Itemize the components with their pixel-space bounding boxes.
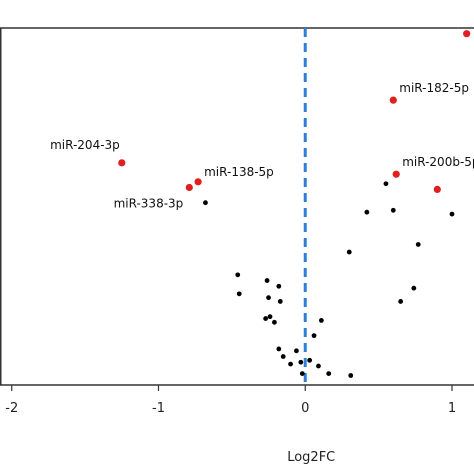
data-point (364, 209, 370, 215)
data-point (266, 295, 271, 301)
data-point (267, 314, 273, 320)
x-tick-label: 1 (448, 401, 456, 416)
highlighted-point (194, 178, 202, 186)
point-label: miR-138-5p (204, 165, 274, 179)
x-tick-label: -1 (152, 401, 165, 416)
data-point (288, 361, 293, 367)
data-point (348, 373, 354, 378)
x-axis: -2 -1 0 1 (5, 385, 456, 416)
x-tick-label: -2 (5, 401, 18, 416)
data-point (449, 211, 455, 217)
data-point (203, 200, 208, 206)
data-point (276, 283, 282, 289)
data-point (280, 354, 286, 359)
data-point (311, 333, 317, 339)
highlighted-point (185, 183, 193, 192)
data-point (390, 207, 396, 213)
data-point (318, 318, 324, 323)
plot-frame (0, 27, 474, 386)
data-point (294, 348, 299, 354)
data-point (277, 299, 283, 304)
data-point (235, 272, 241, 278)
x-axis-title: Log2FC (287, 450, 335, 465)
point-labels: miR-182-5p miR-204-3p miR-138-5p miR-338-3p… (50, 81, 474, 210)
data-point (236, 291, 242, 297)
data-point (415, 242, 421, 247)
point-label: miR-182-5p (399, 81, 469, 95)
data-point (299, 371, 305, 377)
point-label: miR-204-3p (50, 138, 120, 152)
data-points (118, 30, 471, 378)
data-point (263, 316, 269, 321)
highlighted-point (118, 159, 126, 167)
data-point (383, 181, 389, 187)
data-point (264, 278, 270, 283)
data-point (346, 249, 352, 255)
highlighted-point (392, 170, 400, 178)
point-label: miR-200b-5p (402, 155, 474, 169)
data-point (272, 319, 277, 325)
data-point (298, 359, 304, 365)
data-point (411, 285, 417, 291)
data-point (316, 363, 321, 369)
highlighted-point (463, 30, 471, 38)
point-label: miR-338-3p (114, 197, 184, 211)
highlighted-point (433, 185, 441, 194)
data-point (398, 299, 404, 304)
data-point (326, 371, 332, 377)
x-tick-label: 0 (301, 401, 309, 416)
data-point (276, 346, 282, 352)
highlighted-point (389, 96, 397, 104)
data-point (307, 357, 313, 363)
